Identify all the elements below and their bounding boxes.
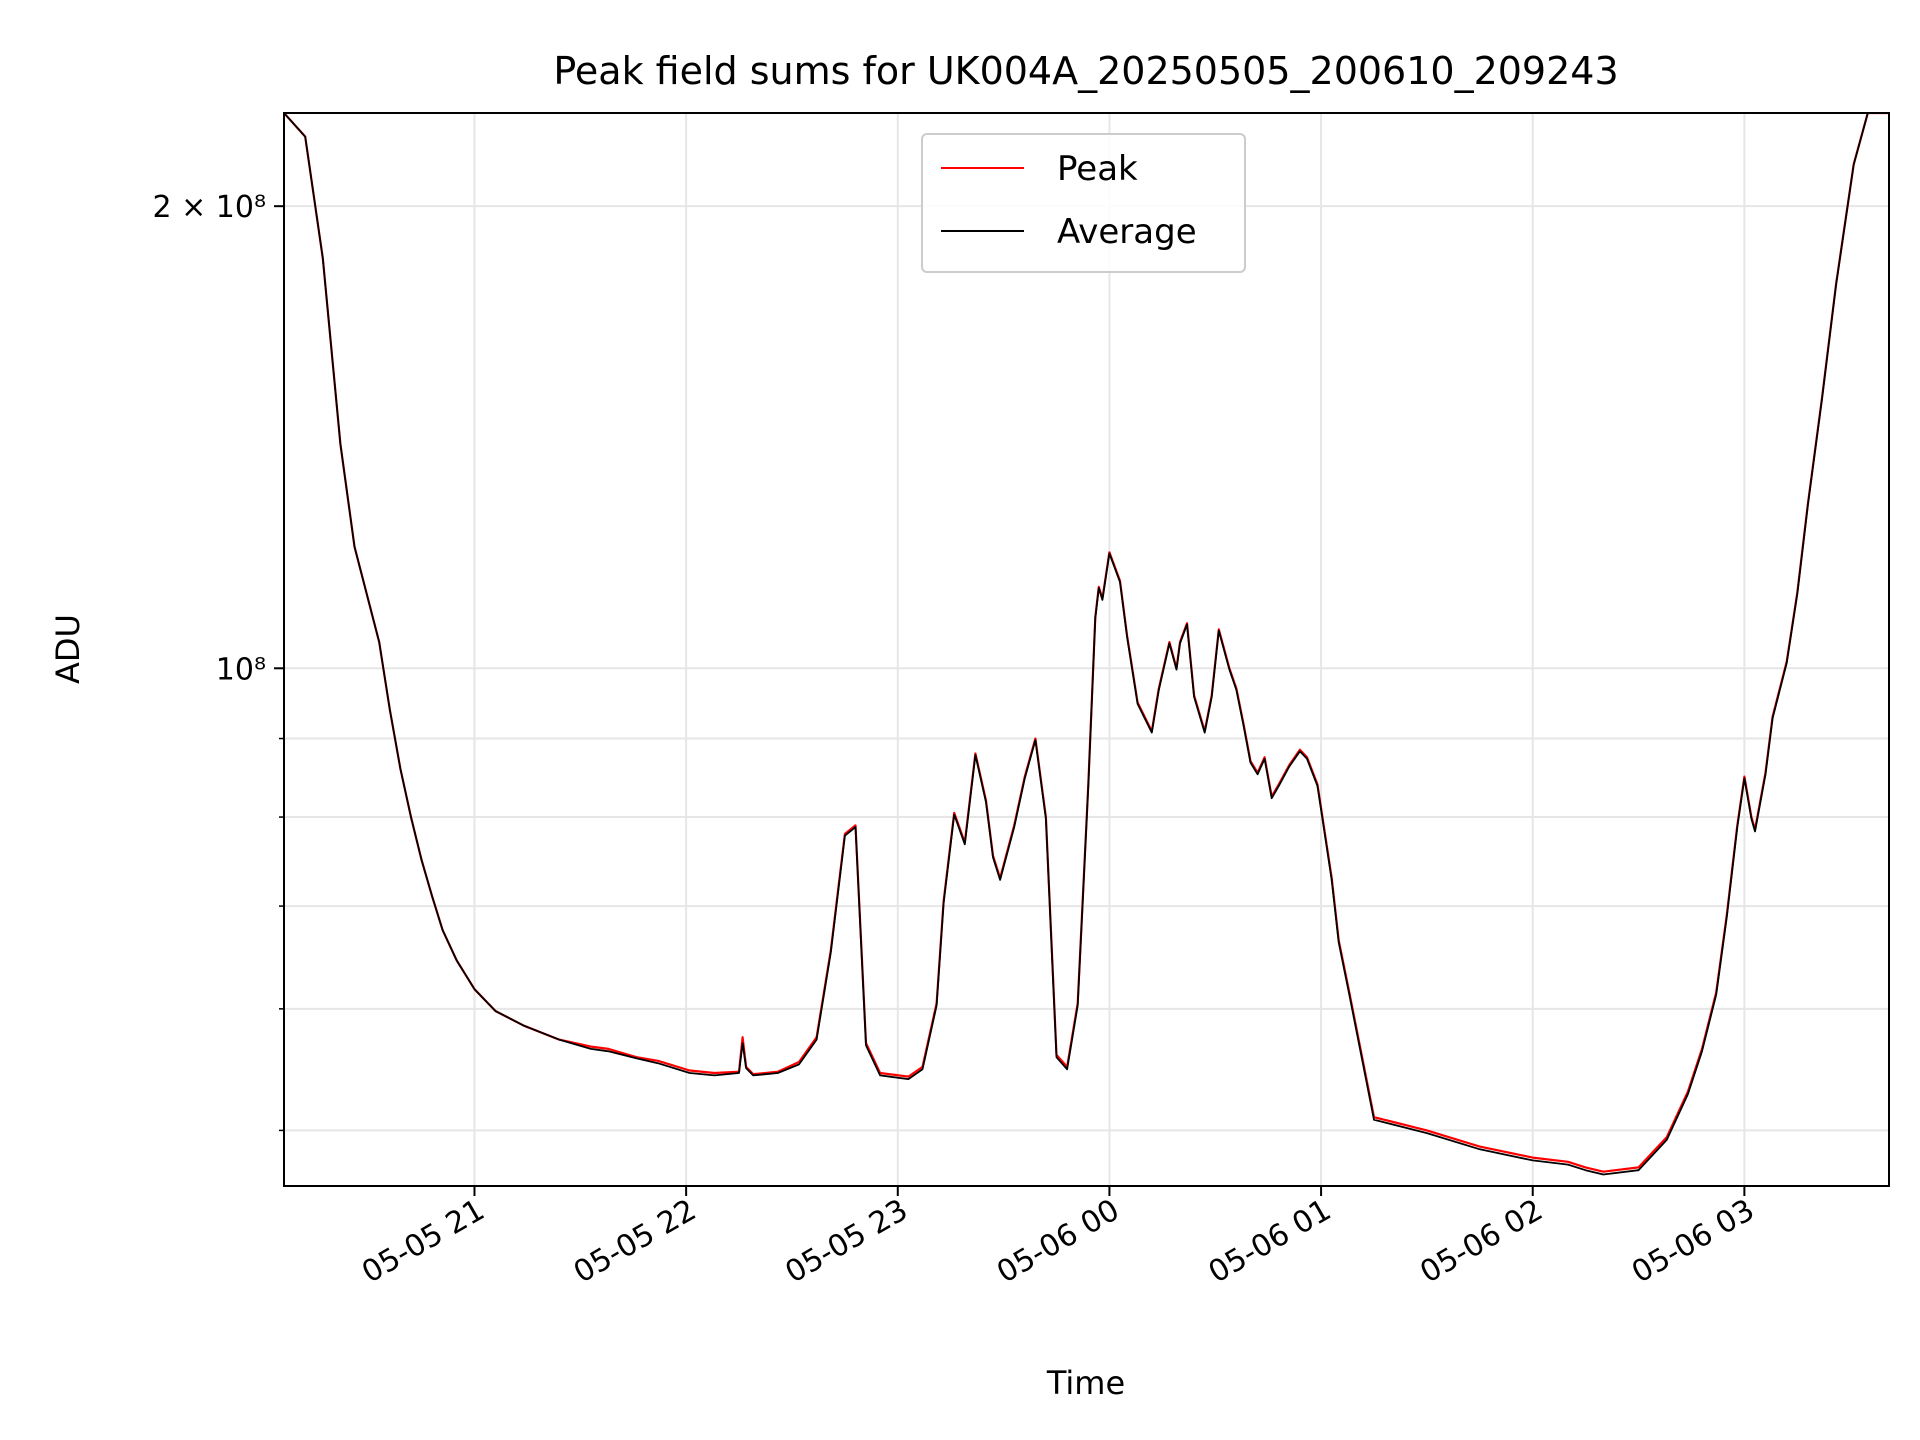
legend-label-average: Average — [1057, 212, 1197, 252]
legend: Peak Average — [921, 133, 1246, 273]
y-tick-label: 10⁸ — [216, 652, 266, 687]
series-layer — [284, 113, 1889, 1176]
series-line-average — [284, 113, 1889, 1176]
y-tick-label: 2 × 10⁸ — [153, 190, 267, 225]
x-axis-label: Time — [1046, 1364, 1125, 1402]
legend-label-peak: Peak — [1057, 149, 1138, 189]
chart-title: Peak field sums for UK004A_20250505_2006… — [553, 49, 1618, 93]
plot-frame — [283, 112, 1890, 1187]
y-axis: 2 × 10⁸ 10⁸ — [153, 190, 284, 1132]
y-axis-label: ADU — [49, 614, 87, 684]
